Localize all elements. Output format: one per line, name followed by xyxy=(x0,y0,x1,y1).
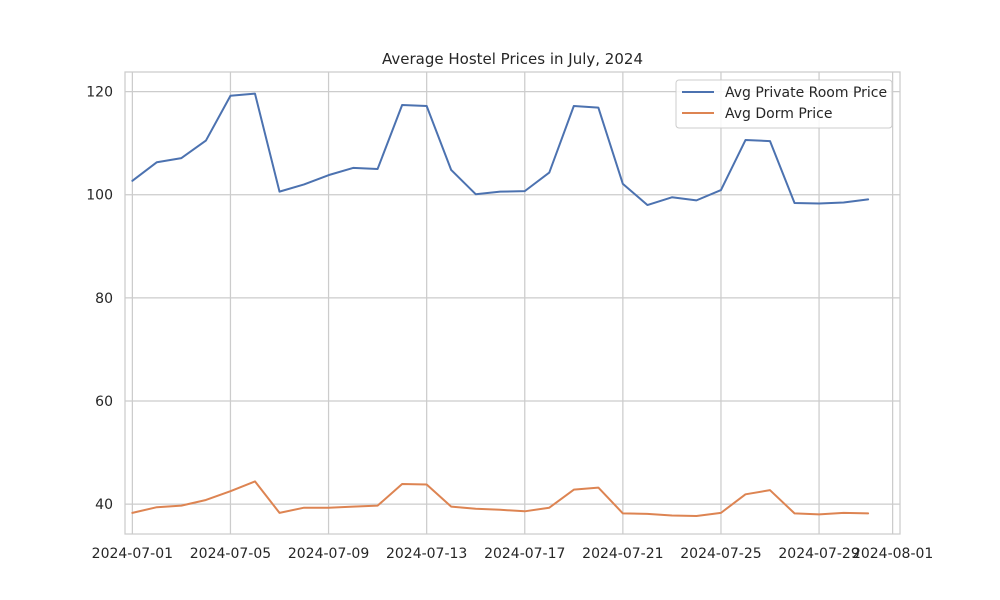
x-tick-label: 2024-07-13 xyxy=(386,546,467,562)
x-tick-label: 2024-07-09 xyxy=(288,546,369,562)
series-line-dorm xyxy=(131,480,870,517)
legend-label-private-room: Avg Private Room Price xyxy=(725,85,887,101)
y-tick-label: 100 xyxy=(86,188,113,204)
x-tick-label: 2024-07-29 xyxy=(778,546,859,562)
series-lines xyxy=(131,92,870,517)
y-tick-label: 40 xyxy=(95,497,113,513)
series-line-private-room xyxy=(131,92,870,207)
x-tick-label: 2024-07-25 xyxy=(680,546,761,562)
x-tick-label: 2024-07-21 xyxy=(582,546,663,562)
x-tick-label: 2024-07-01 xyxy=(92,546,173,562)
legend-box xyxy=(675,79,893,129)
chart-title: Average Hostel Prices in July, 2024 xyxy=(382,50,643,68)
x-tick-label: 2024-07-17 xyxy=(484,546,565,562)
plot-area-frame xyxy=(124,71,901,535)
legend: Avg Private Room Price Avg Dorm Price xyxy=(675,79,893,129)
x-tick-label: 2024-07-05 xyxy=(190,546,271,562)
y-tick-label: 60 xyxy=(95,394,113,410)
legend-label-dorm: Avg Dorm Price xyxy=(725,106,832,122)
x-tick-label: 2024-08-01 xyxy=(852,546,933,562)
y-tick-label: 80 xyxy=(95,291,113,307)
gridlines xyxy=(125,72,900,534)
axis-tick-labels: 2024-07-01 2024-07-05 2024-07-09 2024-07-13… xyxy=(86,85,933,562)
y-tick-label: 120 xyxy=(86,85,113,101)
